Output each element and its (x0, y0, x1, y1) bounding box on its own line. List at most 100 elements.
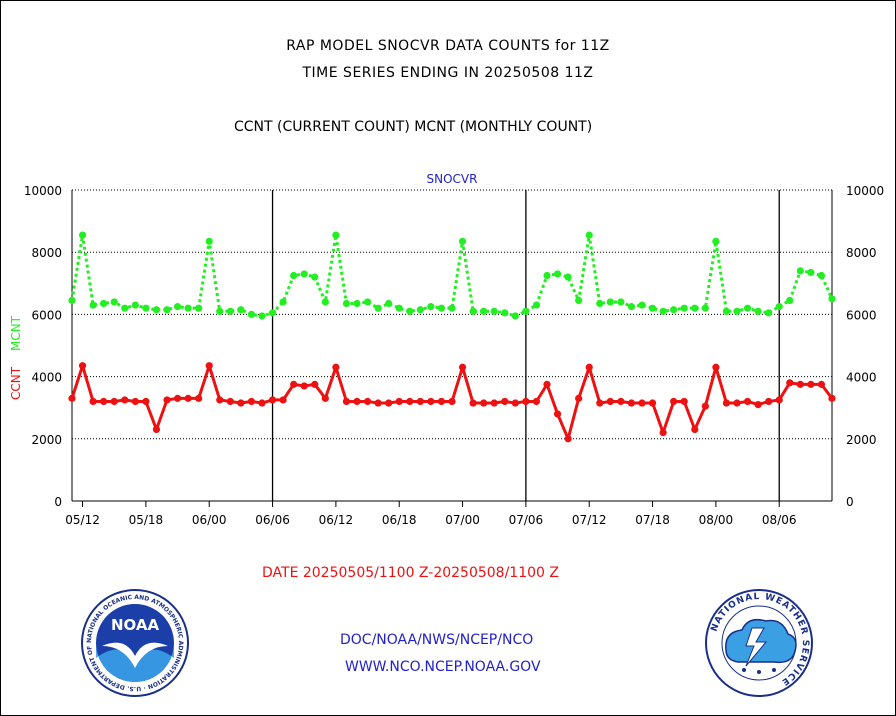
y-tick-right-10000: 10000 (846, 184, 884, 198)
mcnt-point (268, 309, 277, 317)
chart-subtitle: CCNT (CURRENT COUNT) MCNT (MONTHLY COUNT… (234, 119, 593, 135)
ccnt-point (828, 394, 836, 402)
mcnt-point (437, 304, 446, 312)
mcnt-point (385, 299, 393, 308)
mcnt-point (564, 273, 572, 281)
y-tick-right-6000: 6000 (846, 308, 877, 322)
mcnt-point (786, 296, 794, 305)
mcnt-point (152, 306, 161, 314)
ccnt-point (638, 399, 646, 407)
mcnt-point (606, 298, 614, 306)
mcnt-point (131, 301, 139, 309)
mcnt-point (680, 304, 688, 312)
mcnt-point (648, 304, 657, 312)
y-axis-title: CCNT MCNT (9, 315, 23, 400)
y-tick-left-4000: 4000 (31, 371, 62, 385)
ccnt-point (543, 380, 551, 388)
mcnt-point (311, 273, 319, 281)
mcnt-point (712, 237, 720, 245)
chart-title: SNOCVR (427, 172, 478, 186)
mcnt-point (691, 304, 699, 312)
axis-layer (71, 190, 833, 507)
y-label-ccnt: CCNT (9, 366, 23, 400)
ccnt-point (311, 380, 319, 388)
ccnt-point (627, 399, 636, 407)
mcnt-point (743, 304, 752, 312)
mcnt-point (722, 307, 731, 315)
ccnt-point (353, 397, 361, 406)
ccnt-point (226, 397, 234, 406)
x-tick-label-4: 06/12 (319, 513, 354, 527)
mcnt-point (817, 271, 826, 280)
ccnt-point (448, 397, 456, 406)
y-tick-left-10000: 10000 (24, 184, 62, 198)
y-tick-left-6000: 6000 (31, 308, 62, 322)
ccnt-point (501, 397, 509, 406)
mcnt-point (121, 304, 129, 312)
mcnt-point (100, 299, 108, 308)
mcnt-point (480, 307, 488, 315)
ccnt-point (596, 399, 604, 407)
mcnt-point (374, 304, 382, 312)
noaa-logo-icon: NOAA NATIONAL OCEANIC AND ATMOSPHERIC AD… (80, 588, 189, 697)
ccnt-point (691, 425, 699, 434)
mcnt-point (585, 231, 593, 239)
x-tick-label-0: 05/12 (65, 513, 100, 527)
mcnt-point (427, 303, 435, 311)
grid-layer (72, 189, 832, 440)
noaa-logo-text: NOAA (111, 616, 160, 634)
ccnt-point (342, 397, 351, 406)
mcnt-point (353, 299, 361, 308)
chart-title-line-2: TIME SERIES ENDING IN 20250508 11Z (302, 65, 594, 81)
mcnt-point (754, 307, 762, 315)
ccnt-point (670, 397, 678, 406)
mcnt-point (184, 304, 192, 312)
mcnt-point (532, 301, 541, 309)
mcnt-point (448, 304, 456, 312)
mcnt-point (205, 237, 213, 245)
x-tick-label-9: 07/18 (635, 513, 670, 527)
ccnt-point (712, 363, 720, 371)
nws-logo-icon: NATIONAL WEATHER SERVICE (705, 589, 813, 697)
label-layer: 0 0 2000 2000 4000 4000 6000 6000 8000 8000 10000 1… (9, 172, 884, 527)
organization-link[interactable]: DOC/NOAA/NWS/NCEP/NCO (340, 632, 534, 648)
ccnt-point (575, 394, 583, 402)
ccnt-point (701, 402, 709, 410)
mcnt-point (807, 268, 815, 277)
ccnt-point (110, 397, 118, 406)
y-tick-left-2000: 2000 (31, 433, 62, 447)
ccnt-point (511, 399, 519, 407)
ccnt-point (648, 399, 657, 407)
ccnt-point (522, 397, 530, 406)
ccnt-point (78, 362, 87, 370)
mcnt-point (469, 307, 477, 315)
x-tick-label-8: 07/12 (572, 513, 607, 527)
ccnt-point (237, 399, 245, 407)
mcnt-point (216, 307, 224, 315)
mcnt-point (659, 307, 667, 315)
ccnt-point (754, 400, 762, 409)
ccnt-point (195, 394, 203, 402)
mcnt-point (300, 270, 308, 278)
mcnt-point (617, 298, 625, 306)
ccnt-point (416, 397, 424, 406)
mcnt-point (670, 306, 678, 314)
mcnt-point (237, 306, 245, 314)
x-tick-label-5: 06/18 (382, 513, 417, 527)
x-tick-label-2: 06/00 (192, 513, 227, 527)
ccnt-point (458, 363, 467, 371)
mcnt-point (173, 303, 182, 311)
ccnt-point (290, 380, 298, 388)
ccnt-point (585, 363, 593, 371)
ccnt-point (480, 399, 488, 407)
ccnt-point (332, 363, 340, 371)
ccnt-point (617, 397, 625, 406)
mcnt-point (596, 299, 604, 308)
mcnt-point (68, 296, 76, 305)
website-link[interactable]: WWW.NCO.NCEP.NOAA.GOV (345, 659, 541, 675)
y-tick-left-0: 0 (54, 495, 62, 509)
ccnt-point (817, 380, 826, 388)
ccnt-point (385, 399, 393, 407)
ccnt-point (437, 397, 446, 406)
mcnt-point (290, 271, 298, 280)
